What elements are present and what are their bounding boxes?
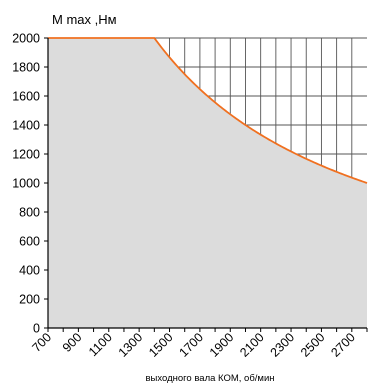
chart-axes [44,37,368,332]
y-tick-label: 1400 [12,119,40,133]
y-tick-label: 1600 [12,90,40,104]
series-line [48,37,368,184]
x-tick-label: 900 [60,330,85,355]
series-area [48,38,367,328]
x-tick-label: 1700 [176,330,206,360]
y-tick-label: 1200 [12,148,40,162]
x-tick-labels: 700 900 1100 1300 1500 1700 1900 2100 2300 2500 27… [29,330,357,360]
x-tick-label: 2500 [298,330,328,360]
y-axis-label: M max ,Нм [52,12,117,27]
x-axis-label: выходного вала КОМ, об/мин [146,373,275,384]
y-tick-label: 200 [19,293,40,307]
x-tick-label: 2700 [328,330,358,360]
y-tick-label: 2000 [12,32,40,46]
y-tick-label: 600 [19,235,40,249]
x-tick-label: 1900 [207,330,237,360]
y-tick-label: 1000 [12,177,40,191]
x-tick-label: 1100 [86,330,115,359]
y-tick-label: 800 [19,206,40,220]
y-tick-label: 0 [33,322,40,336]
x-tick-label: 1300 [116,330,146,360]
y-tick-label: 400 [19,264,40,278]
x-tick-label: 2300 [268,330,298,360]
x-tick-label: 2100 [237,330,267,360]
y-tick-labels: 0 200 400 600 800 1000 1200 1400 1600 1800 2000 [12,32,40,336]
x-tick-label: 1500 [146,330,176,360]
y-tick-label: 1800 [12,61,40,75]
